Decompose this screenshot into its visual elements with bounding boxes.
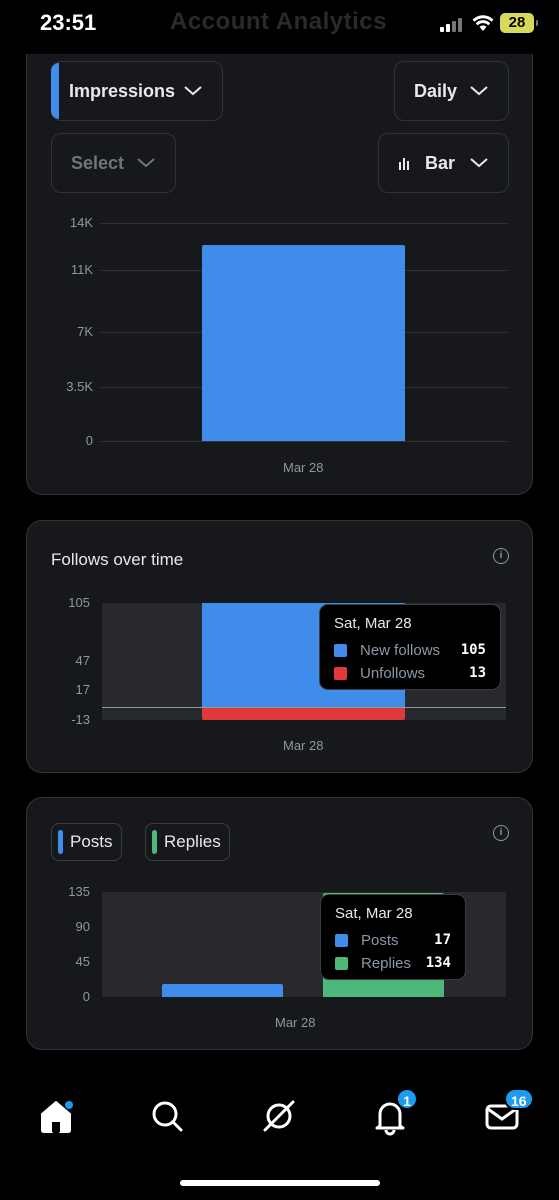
tooltip-row-unfollows: Unfollows 13 xyxy=(334,663,486,683)
compare-select-label: Select xyxy=(71,152,125,173)
notifications-badge: 1 xyxy=(396,1088,418,1110)
chip-label: Posts xyxy=(70,832,113,851)
posts-tooltip: Sat, Mar 28 Posts 17 Replies 134 xyxy=(320,894,466,980)
tooltip-value: 13 xyxy=(469,665,486,681)
y-tick-label: 7K xyxy=(77,324,93,339)
y-tick-label: 0 xyxy=(85,433,93,448)
tab-grok[interactable] xyxy=(255,1092,303,1140)
tab-notifications[interactable]: 1 xyxy=(366,1088,418,1140)
wifi-icon xyxy=(472,15,494,31)
y-tick-label: 0 xyxy=(82,989,90,1004)
y-tick-label: 11K xyxy=(70,261,93,277)
tab-messages[interactable]: 16 xyxy=(478,1088,534,1140)
info-icon[interactable]: i xyxy=(493,548,509,564)
posts-filter-chip[interactable]: Posts xyxy=(51,823,122,861)
battery-indicator: 28 xyxy=(500,13,538,33)
tooltip-label: Unfollows xyxy=(360,664,426,682)
bottom-tab-bar: 1 16 xyxy=(0,1066,559,1200)
tooltip-label: Replies xyxy=(361,954,412,972)
chip-label: Replies xyxy=(164,832,221,851)
replies-filter-chip[interactable]: Replies xyxy=(145,823,230,861)
tab-home[interactable] xyxy=(32,1092,80,1140)
y-tick-label: 17 xyxy=(75,682,90,698)
unfollows-bar xyxy=(202,707,405,720)
y-tick-label: 45 xyxy=(75,954,90,969)
follows-card: Follows over time i 105 47 17 -13 Mar 28 Sat… xyxy=(26,520,533,773)
grok-icon xyxy=(263,1100,295,1132)
impressions-bar xyxy=(202,244,405,441)
posts-color-indicator xyxy=(58,830,63,854)
metric-color-indicator xyxy=(51,63,59,119)
status-time: 23:51 xyxy=(40,10,97,35)
metric-select-label: Impressions xyxy=(69,80,176,101)
period-select-label: Daily xyxy=(414,80,458,101)
tooltip-value: 134 xyxy=(425,955,451,971)
tooltip-row-posts: Posts 17 xyxy=(335,930,451,950)
tooltip-value: 17 xyxy=(434,932,451,948)
period-select[interactable]: Daily xyxy=(394,61,509,121)
chart-type-select-label: Bar xyxy=(425,152,456,173)
posts-card: Posts Replies i 135 90 45 0 Mar 28 Sat, Mar … xyxy=(26,797,533,1050)
home-icon xyxy=(41,1101,71,1133)
tooltip-date: Sat, Mar 28 xyxy=(334,615,412,632)
x-tick-label: Mar 28 xyxy=(283,738,324,753)
grid-line xyxy=(101,441,507,442)
impressions-card: Impressions Daily Select Bar 14K 11K 7K 3.5… xyxy=(26,30,533,495)
y-tick-label: 90 xyxy=(75,919,90,934)
posts-bar xyxy=(162,983,283,997)
metric-select[interactable]: Impressions xyxy=(51,61,223,121)
compare-select[interactable]: Select xyxy=(51,133,176,193)
bell-icon xyxy=(375,1102,405,1136)
cellular-signal-icon xyxy=(440,16,466,32)
mail-icon xyxy=(485,1104,519,1130)
search-icon xyxy=(152,1101,183,1132)
tooltip-row-new-follows: New follows 105 xyxy=(334,640,486,660)
y-tick-label: -13 xyxy=(71,712,90,727)
messages-badge: 16 xyxy=(504,1088,534,1110)
legend-swatch xyxy=(335,956,348,970)
follows-tooltip: Sat, Mar 28 New follows 105 Unfollows 13 xyxy=(319,604,501,690)
tooltip-row-replies: Replies 134 xyxy=(335,953,451,973)
tooltip-date: Sat, Mar 28 xyxy=(335,905,413,922)
legend-swatch xyxy=(334,666,347,680)
legend-swatch xyxy=(334,643,347,657)
home-unread-dot xyxy=(65,1101,73,1109)
chevron-down-icon xyxy=(184,86,202,96)
status-bar: 23:51 Account Analytics 28 xyxy=(0,0,559,54)
info-icon[interactable]: i xyxy=(493,825,509,841)
home-indicator xyxy=(180,1180,380,1186)
y-tick-label: 14K xyxy=(69,215,93,230)
bar-chart-icon xyxy=(399,158,409,170)
zero-line xyxy=(102,707,506,709)
tooltip-label: Posts xyxy=(361,931,399,949)
legend-swatch xyxy=(335,933,348,947)
y-tick-label: 105 xyxy=(68,595,90,610)
tooltip-label: New follows xyxy=(360,641,441,659)
chart-type-select[interactable]: Bar xyxy=(378,133,509,193)
y-tick-label: 135 xyxy=(68,884,90,899)
chevron-down-icon xyxy=(470,86,488,96)
x-tick-label: Mar 28 xyxy=(283,460,324,475)
tooltip-value: 105 xyxy=(460,642,486,658)
replies-color-indicator xyxy=(152,830,157,854)
y-tick-label: 3.5K xyxy=(66,378,93,394)
page-title: Account Analytics xyxy=(170,8,387,35)
chevron-down-icon xyxy=(470,158,488,168)
chevron-down-icon xyxy=(137,158,155,168)
tab-search[interactable] xyxy=(143,1092,191,1140)
follows-card-title: Follows over time xyxy=(51,550,184,569)
grid-line xyxy=(101,223,507,224)
x-tick-label: Mar 28 xyxy=(275,1015,316,1030)
y-tick-label: 47 xyxy=(75,652,90,668)
